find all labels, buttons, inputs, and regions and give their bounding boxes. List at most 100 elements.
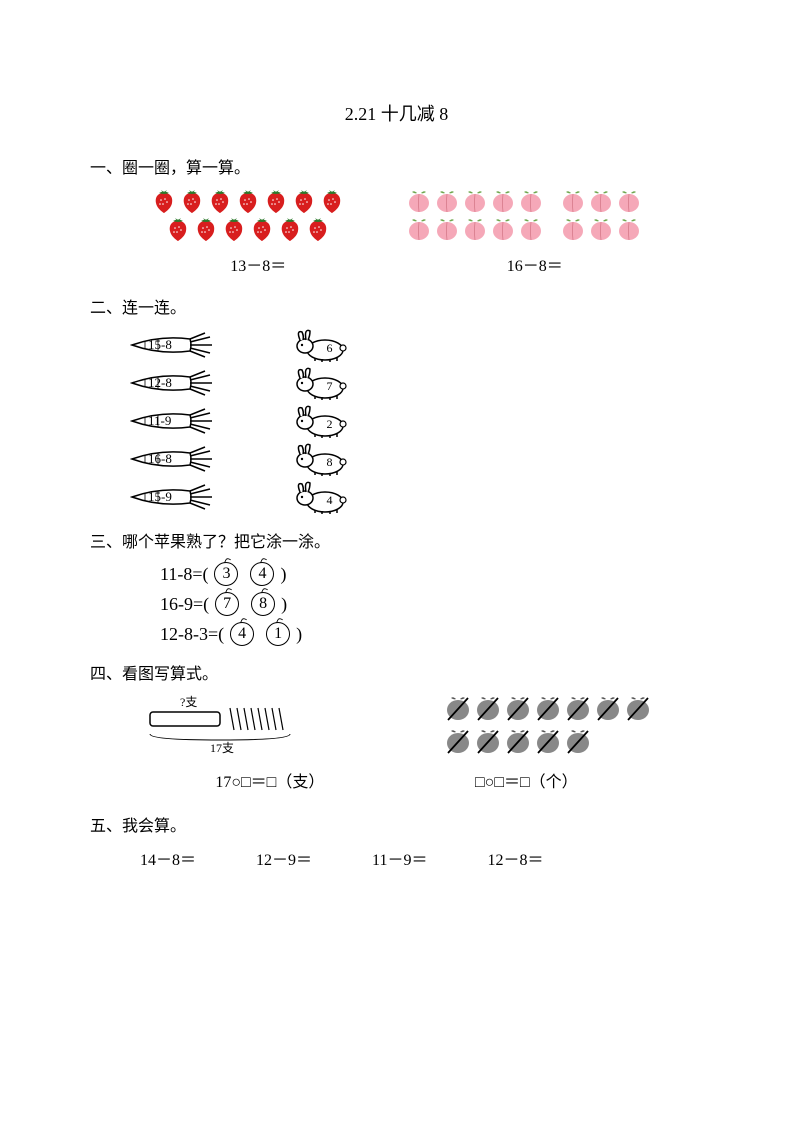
- carrot-label: 16-8: [148, 451, 172, 467]
- strawberry-icon: [291, 188, 317, 214]
- s4-eq-left: 17○□＝□（支）: [215, 768, 324, 792]
- peach-icon: [406, 188, 432, 214]
- crossed-peach-icon: [564, 727, 592, 755]
- strawberry-icon: [305, 216, 331, 242]
- apple-option: 3: [214, 562, 238, 586]
- peach-icon: [434, 188, 460, 214]
- apple-option: 4: [230, 622, 254, 646]
- crossed-peach-icon: [504, 694, 532, 722]
- peach-icon: [560, 188, 586, 214]
- peach-icon: [616, 216, 642, 242]
- rabbit-number: 4: [323, 494, 336, 507]
- strawberry-icon: [179, 188, 205, 214]
- match-row: 15-8 6: [130, 328, 703, 362]
- crossed-peach-icon: [474, 727, 502, 755]
- calc-item: 12－8＝: [487, 846, 543, 870]
- match-row: 12-8 7: [130, 366, 703, 400]
- peach-icon: [434, 216, 460, 242]
- section4-equations: 17○□＝□（支） □○□＝□（个）: [90, 768, 703, 792]
- calc-item: 12－9＝: [256, 846, 312, 870]
- apple-option: 7: [215, 592, 239, 616]
- section1-heading: 一、圈一圈，算一算。: [90, 154, 703, 178]
- strawberry-icon: [151, 188, 177, 214]
- section4-heading: 四、看图写算式。: [90, 660, 703, 684]
- expr-text: 12-8-3=(: [160, 624, 224, 645]
- section3-body: 11-8=( 3 4 ) 16-9=( 7 8 ) 12-8-3=( 4 1 ): [90, 562, 703, 646]
- close-paren: ): [281, 594, 287, 615]
- expr-text: 11-8=(: [160, 564, 208, 585]
- peach-icon: [518, 188, 544, 214]
- match-row: 11-9 2: [130, 404, 703, 438]
- rabbit-item: 7: [290, 366, 350, 400]
- strawberry-icon: [193, 216, 219, 242]
- section2-heading: 二、连一连。: [90, 294, 703, 318]
- carrot-label: 11-9: [148, 413, 171, 429]
- strawberry-icon: [221, 216, 247, 242]
- section5-heading: 五、我会算。: [90, 812, 703, 836]
- peach-group: [405, 188, 643, 244]
- close-paren: ): [280, 564, 286, 585]
- rabbit-number: 6: [323, 342, 336, 355]
- peach-icon: [490, 188, 516, 214]
- rabbit-number: 7: [323, 380, 336, 393]
- rabbit-item: 8: [290, 442, 350, 476]
- rabbit-item: 6: [290, 328, 350, 362]
- carrot-item: 15-8: [130, 329, 220, 361]
- match-row: 15-9 4: [130, 480, 703, 514]
- peach-icon: [560, 216, 586, 242]
- carrot-label: 12-8: [148, 375, 172, 391]
- rabbit-item: 4: [290, 480, 350, 514]
- peach-icon: [406, 216, 432, 242]
- apple-option: 8: [251, 592, 275, 616]
- peach-icon: [518, 216, 544, 242]
- crossed-peach-icon: [444, 727, 472, 755]
- apple-line: 16-9=( 7 8 ): [160, 592, 703, 616]
- carrot-label: 15-8: [148, 337, 172, 353]
- peach-icon: [462, 188, 488, 214]
- expr-text: 16-9=(: [160, 594, 209, 615]
- peach-icon: [616, 188, 642, 214]
- crossed-peach-grid: [443, 694, 653, 760]
- rabbit-number: 8: [323, 456, 336, 469]
- peach-icon: [490, 216, 516, 242]
- match-row: 16-8 8: [130, 442, 703, 476]
- section2-body: 15-8 6 12-8 7: [90, 328, 703, 514]
- s1-eq-right: 16－8＝: [507, 252, 563, 276]
- section4-body: ?支 17支: [90, 694, 703, 760]
- carrot-item: 11-9: [130, 405, 220, 437]
- section1-body: [90, 188, 703, 244]
- crossed-peach-icon: [624, 694, 652, 722]
- rabbit-number: 2: [323, 418, 336, 431]
- carrot-item: 16-8: [130, 443, 220, 475]
- strawberry-icon: [207, 188, 233, 214]
- apple-option: 4: [250, 562, 274, 586]
- carrot-item: 15-9: [130, 481, 220, 513]
- carrot-label: 15-9: [148, 489, 172, 505]
- crossed-peach-icon: [534, 694, 562, 722]
- strawberry-group: [150, 188, 346, 244]
- calc-item: 14－8＝: [140, 846, 196, 870]
- strawberry-icon: [277, 216, 303, 242]
- crossed-peach-icon: [594, 694, 622, 722]
- strawberry-icon: [235, 188, 261, 214]
- apple-line: 11-8=( 3 4 ): [160, 562, 703, 586]
- strawberry-icon: [319, 188, 345, 214]
- crossed-peach-icon: [564, 694, 592, 722]
- crossed-peach-icon: [444, 694, 472, 722]
- strawberry-icon: [249, 216, 275, 242]
- crossed-peach-icon: [504, 727, 532, 755]
- pencil-q-label: ?支: [180, 695, 197, 709]
- strawberry-icon: [263, 188, 289, 214]
- close-paren: ): [296, 624, 302, 645]
- strawberry-icon: [165, 216, 191, 242]
- carrot-item: 12-8: [130, 367, 220, 399]
- s4-eq-right: □○□＝□（个）: [475, 768, 578, 792]
- peach-icon: [462, 216, 488, 242]
- section1-equations: 13－8＝ 16－8＝: [90, 252, 703, 276]
- section3-heading: 三、哪个苹果熟了？把它涂一涂。: [90, 528, 703, 552]
- apple-line: 12-8-3=( 4 1 ): [160, 622, 703, 646]
- apple-option: 1: [266, 622, 290, 646]
- crossed-peach-icon: [474, 694, 502, 722]
- crossed-peach-icon: [534, 727, 562, 755]
- pencil-total-label: 17支: [210, 741, 234, 754]
